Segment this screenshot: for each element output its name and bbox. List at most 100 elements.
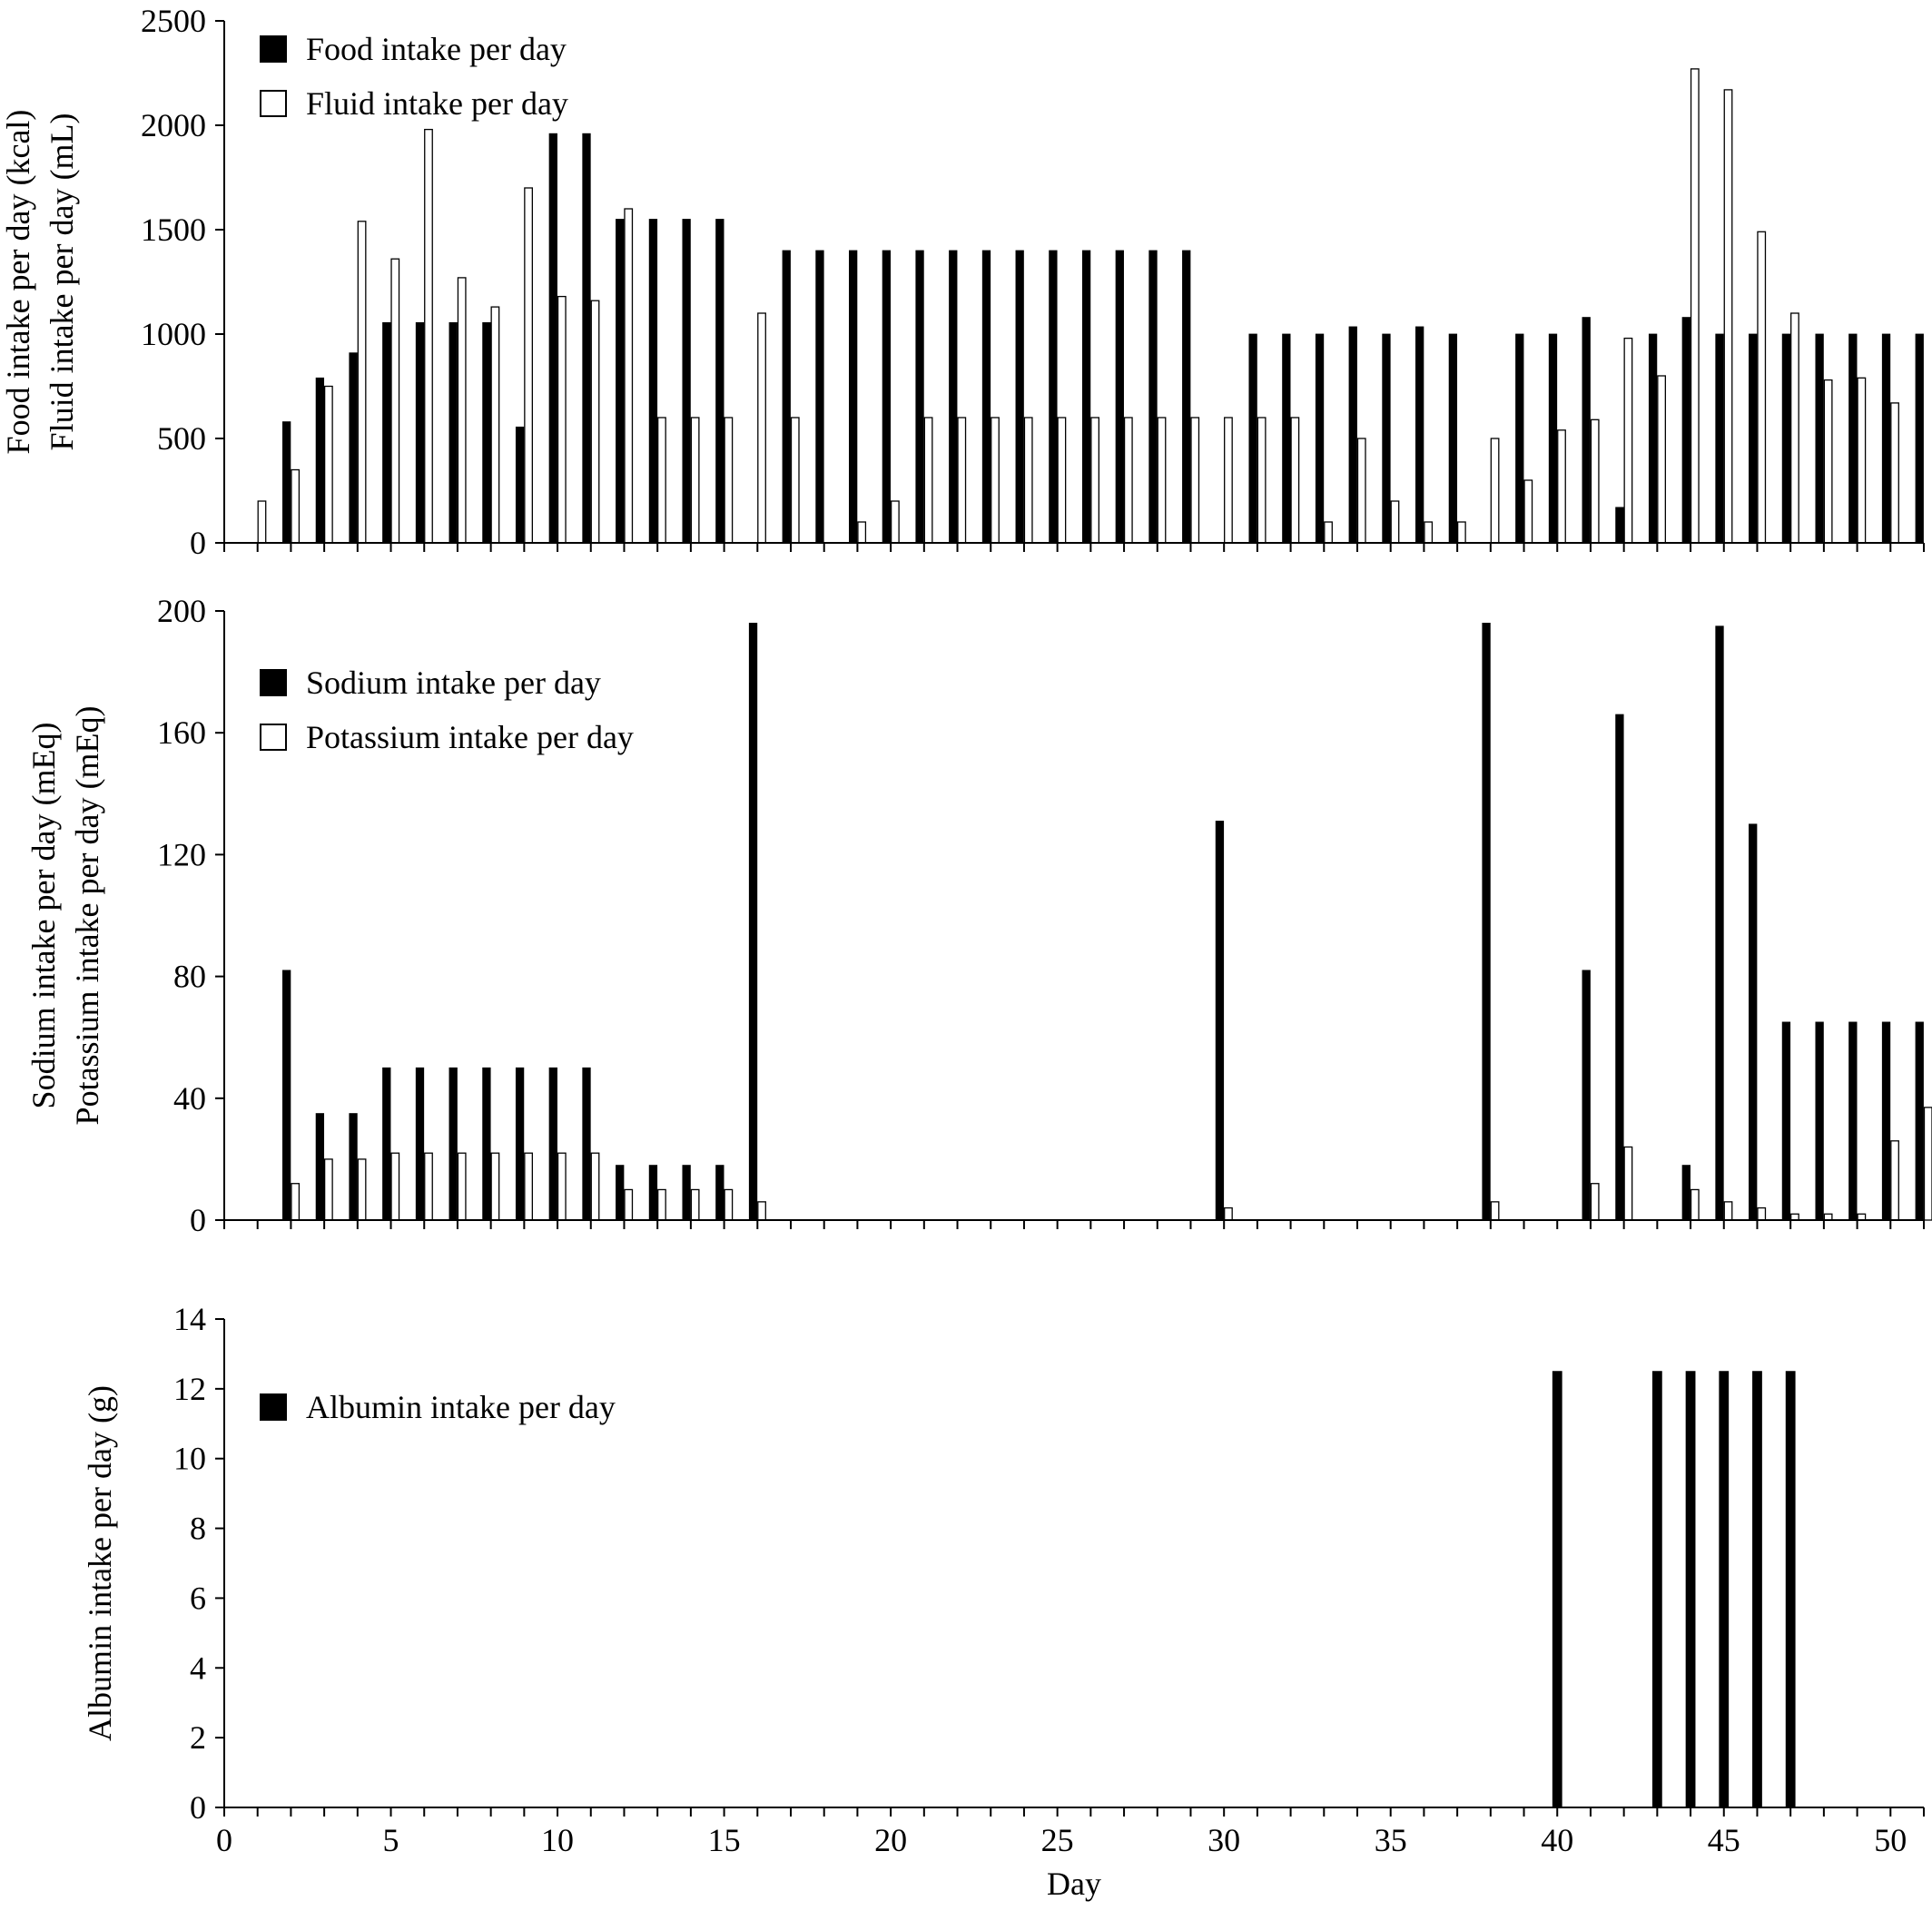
bar-1-s2-day-45 xyxy=(1723,89,1733,544)
y-axis-label-1-2: Fluid intake per day (mL) xyxy=(44,113,80,451)
bar-1-s1-day-40 xyxy=(1548,333,1558,544)
legend-swatch-1-2 xyxy=(260,90,287,117)
bar-2-s2-day-16 xyxy=(757,1201,766,1221)
bar-1-s2-day-12 xyxy=(624,208,634,544)
bar-1-s1-day-32 xyxy=(1282,333,1291,544)
bar-1-s2-day-7 xyxy=(457,277,467,544)
bar-2-s2-day-3 xyxy=(323,1158,333,1221)
y-tick-label-3-10: 10 xyxy=(173,1441,206,1477)
y-tick-label-3-14: 14 xyxy=(173,1301,206,1337)
bar-1-s1-day-4 xyxy=(349,352,358,544)
bar-3-s1-day-46 xyxy=(1752,1371,1762,1808)
bar-1-s2-day-42 xyxy=(1623,337,1633,544)
bar-1-s1-day-21 xyxy=(915,250,924,544)
bar-2-s1-day-3 xyxy=(315,1113,325,1221)
bar-1-s1-day-12 xyxy=(616,219,625,544)
bar-1-s2-day-14 xyxy=(690,417,700,544)
bar-1-s2-day-43 xyxy=(1657,375,1666,544)
bar-1-s1-day-39 xyxy=(1515,333,1524,544)
bar-1-s2-day-32 xyxy=(1290,417,1300,544)
bar-2-s2-day-6 xyxy=(424,1152,433,1221)
legend-swatch-2-1 xyxy=(260,669,287,696)
bar-1-s1-day-50 xyxy=(1881,333,1891,544)
bar-1-s2-day-47 xyxy=(1790,312,1799,544)
bar-3-s1-day-47 xyxy=(1785,1371,1796,1808)
bar-1-s2-day-31 xyxy=(1257,417,1267,544)
bar-1-s2-day-20 xyxy=(890,500,900,544)
bar-1-s2-day-27 xyxy=(1123,417,1133,544)
bar-1-s1-day-18 xyxy=(815,250,824,544)
x-tick-label-30: 30 xyxy=(1208,1822,1240,1858)
bar-3-s1-day-45 xyxy=(1719,1371,1730,1808)
bar-2-s2-day-10 xyxy=(557,1152,567,1221)
bar-1-s2-day-38 xyxy=(1490,438,1500,544)
bar-1-s1-day-29 xyxy=(1182,250,1191,544)
bar-1-s2-day-35 xyxy=(1390,500,1400,544)
y-tick-label-3-8: 8 xyxy=(190,1511,206,1547)
bar-2-s1-day-51 xyxy=(1915,1021,1924,1221)
bar-2-s2-day-11 xyxy=(590,1152,600,1221)
bar-1-s2-day-17 xyxy=(790,417,800,544)
y-tick-label-1-1000: 1000 xyxy=(141,316,206,352)
bar-3-s1-day-40 xyxy=(1552,1371,1562,1808)
bar-1-s1-day-48 xyxy=(1815,333,1824,544)
bar-2-s2-day-47 xyxy=(1790,1213,1799,1221)
x-tick-label-5: 5 xyxy=(383,1822,399,1858)
bar-1-s1-day-9 xyxy=(515,426,525,544)
bar-1-s1-day-11 xyxy=(582,133,591,544)
bar-2-s2-day-15 xyxy=(724,1188,734,1221)
bar-1-s1-day-3 xyxy=(315,377,325,544)
bar-1-s1-day-7 xyxy=(448,321,458,544)
bar-1-s1-day-46 xyxy=(1749,333,1758,544)
legend-label-1-1: Food intake per day xyxy=(306,31,567,67)
bar-2-s2-day-12 xyxy=(624,1188,634,1221)
legend-swatch-1-1 xyxy=(260,35,287,63)
bar-1-s2-day-2 xyxy=(291,468,301,544)
bar-2-s2-day-48 xyxy=(1823,1213,1833,1221)
bar-2-s1-day-42 xyxy=(1615,714,1624,1221)
bar-1-s2-day-8 xyxy=(490,306,500,544)
bar-1-s1-day-44 xyxy=(1681,317,1690,544)
y-tick-label-2-120: 120 xyxy=(157,836,206,872)
bar-1-s1-day-13 xyxy=(648,219,658,544)
y-tick-label-2-80: 80 xyxy=(173,959,206,995)
bar-1-s2-day-33 xyxy=(1324,521,1333,544)
y-tick-label-3-6: 6 xyxy=(190,1580,206,1616)
bar-1-s1-day-6 xyxy=(415,321,425,544)
bar-2-s2-day-5 xyxy=(390,1152,400,1221)
bar-2-s1-day-2 xyxy=(282,970,291,1221)
y-tick-label-2-40: 40 xyxy=(173,1080,206,1117)
bar-2-s2-day-4 xyxy=(357,1158,367,1221)
bar-1-s2-day-11 xyxy=(590,300,600,544)
bar-2-s1-day-4 xyxy=(349,1113,358,1221)
bar-1-s1-day-20 xyxy=(882,250,892,544)
bar-1-s2-day-40 xyxy=(1557,429,1566,544)
bar-1-s1-day-49 xyxy=(1848,333,1858,544)
legend-label-2-2: Potassium intake per day xyxy=(306,719,634,755)
bar-2-s1-day-44 xyxy=(1681,1165,1690,1221)
bar-1-s2-day-39 xyxy=(1523,479,1533,544)
bar-2-s1-day-15 xyxy=(715,1165,724,1221)
bar-1-s1-day-23 xyxy=(981,250,991,544)
bar-2-s2-day-14 xyxy=(690,1188,700,1221)
bar-1-s1-day-51 xyxy=(1915,333,1924,544)
x-tick-label-40: 40 xyxy=(1541,1822,1573,1858)
bar-2-s1-day-30 xyxy=(1215,821,1225,1221)
bar-1-s2-day-28 xyxy=(1157,417,1167,544)
bar-1-s1-day-5 xyxy=(382,321,391,544)
bar-3-s1-day-43 xyxy=(1651,1371,1662,1808)
x-tick-label-35: 35 xyxy=(1375,1822,1407,1858)
y-tick-label-3-0: 0 xyxy=(190,1789,206,1826)
bar-2-s1-day-14 xyxy=(682,1165,691,1221)
bar-1-s2-day-19 xyxy=(857,521,867,544)
bar-2-s1-day-13 xyxy=(648,1165,658,1221)
bar-1-s1-day-31 xyxy=(1248,333,1257,544)
y-tick-label-1-0: 0 xyxy=(190,525,206,561)
bar-2-s1-day-10 xyxy=(548,1067,557,1221)
bar-1-s2-day-25 xyxy=(1057,417,1067,544)
bar-1-s1-day-37 xyxy=(1448,333,1458,544)
y-tick-label-1-500: 500 xyxy=(157,420,206,457)
bar-1-s2-day-10 xyxy=(557,295,567,544)
bar-1-s2-day-15 xyxy=(724,417,734,544)
